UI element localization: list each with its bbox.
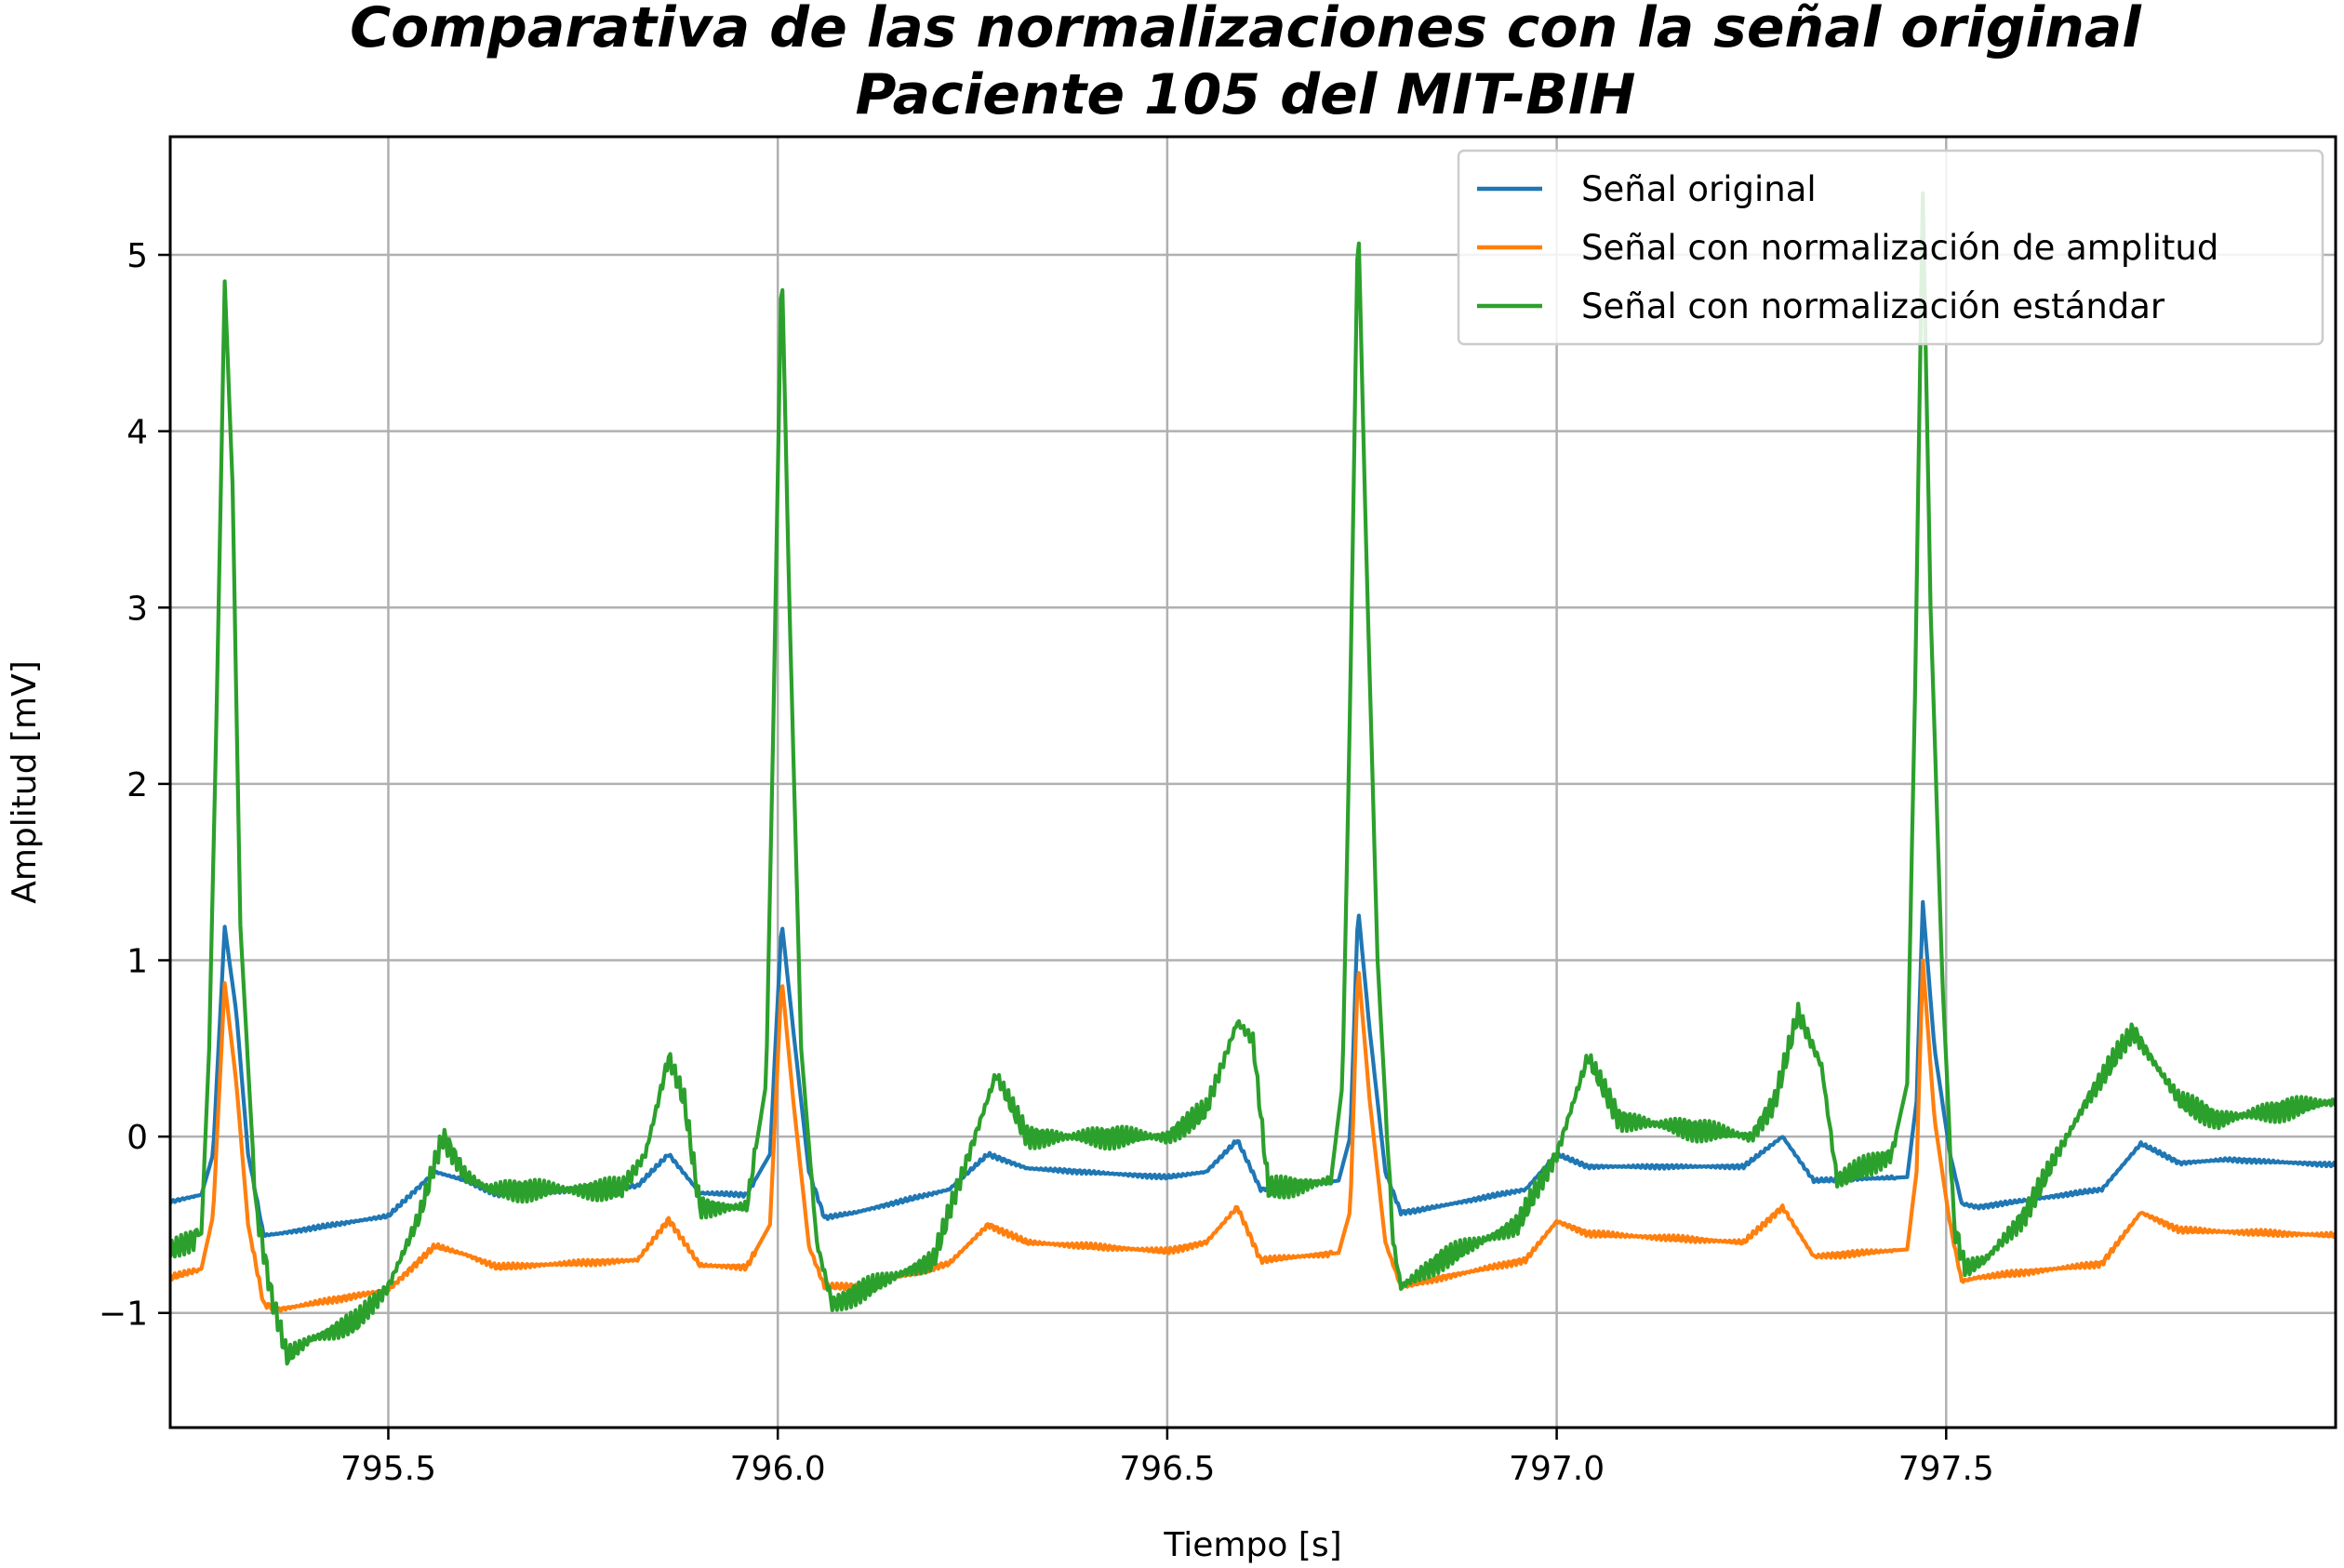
series-line-2 bbox=[170, 958, 2336, 1313]
x-tick-label: 797.5 bbox=[1898, 1450, 1994, 1488]
series-layer bbox=[170, 191, 2336, 1366]
series-line-3 bbox=[170, 191, 2336, 1366]
x-tick-label: 797.0 bbox=[1509, 1450, 1605, 1488]
y-tick-label: 2 bbox=[127, 766, 148, 804]
x-tick-label: 796.5 bbox=[1119, 1450, 1215, 1488]
legend-label-original: Señal original bbox=[1581, 169, 1817, 209]
x-tick-label: 796.0 bbox=[730, 1450, 826, 1488]
y-tick-label: −1 bbox=[99, 1296, 148, 1334]
chart-subtitle: Paciente 105 del MIT-BIH bbox=[856, 62, 1636, 127]
legend-label-amplitude: Señal con normalización de amplitud bbox=[1581, 228, 2218, 268]
y-tick-label: 4 bbox=[127, 414, 148, 452]
y-axis-label: Amplitud [mV] bbox=[6, 660, 44, 904]
plot-frame bbox=[168, 135, 2337, 1429]
legend-box bbox=[1457, 149, 2324, 346]
ticks: 795.5 796.0 796.5 797.0 797.5 −1 0 1 2 3 4 5 bbox=[99, 237, 1994, 1488]
y-tick-label: 5 bbox=[127, 237, 148, 275]
legend: Señal original Señal con normalización d… bbox=[1457, 149, 2324, 346]
grid bbox=[170, 137, 2336, 1428]
y-tick-label: 0 bbox=[127, 1119, 148, 1157]
y-tick-label: 1 bbox=[127, 943, 148, 981]
x-axis-label: Tiempo [s] bbox=[1163, 1526, 1341, 1564]
legend-label-standard: Señal con normalización estándar bbox=[1581, 286, 2165, 326]
y-tick-label: 3 bbox=[127, 590, 148, 628]
chart-title: Comparativa de las normalizaciones con l… bbox=[350, 0, 2142, 60]
x-tick-label: 795.5 bbox=[340, 1450, 436, 1488]
